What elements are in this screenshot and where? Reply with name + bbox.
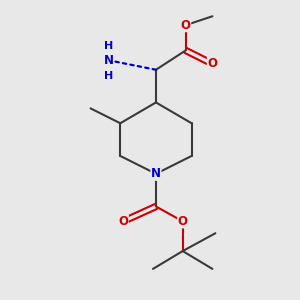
Text: H: H xyxy=(104,41,113,51)
Text: N: N xyxy=(151,167,161,180)
Text: H: H xyxy=(104,71,113,81)
Text: O: O xyxy=(181,19,191,32)
Text: N: N xyxy=(103,54,113,67)
Text: O: O xyxy=(118,215,128,228)
Text: O: O xyxy=(207,57,218,70)
Text: O: O xyxy=(178,215,188,228)
